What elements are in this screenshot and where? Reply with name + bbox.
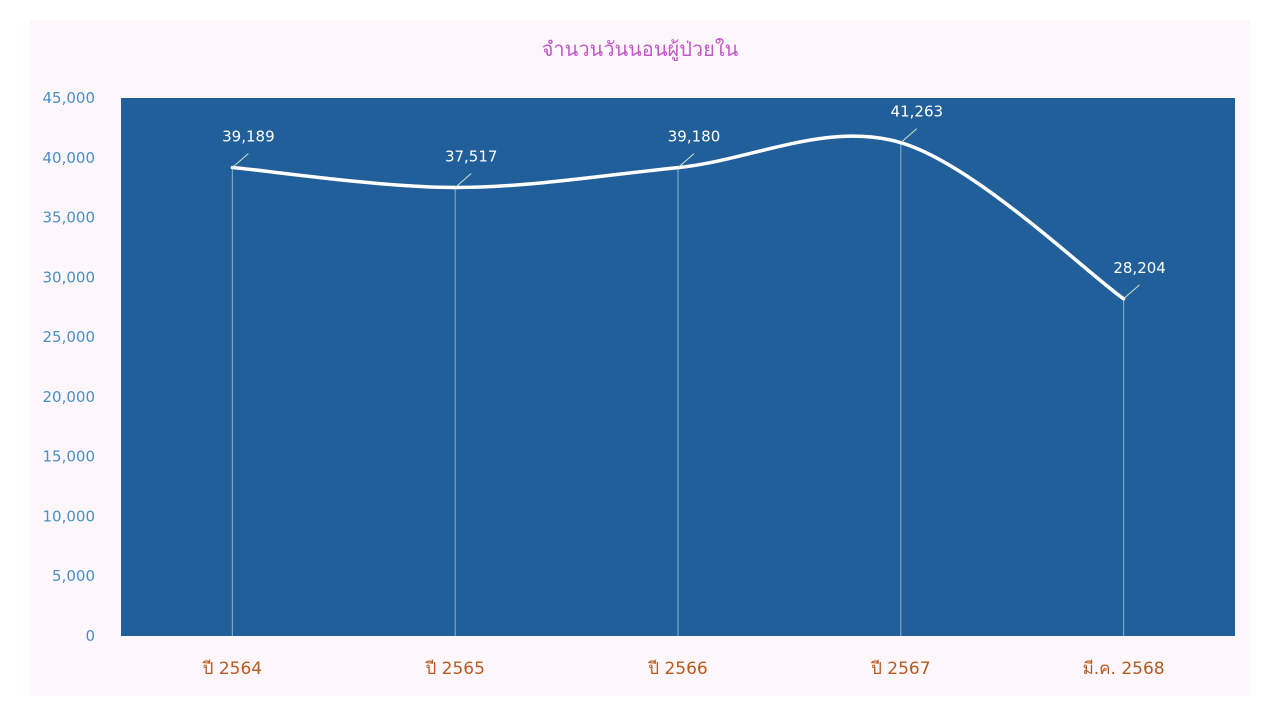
y-axis: 0 5,000 10,000 15,000 20,000 25,000 30,000 35,0…: [43, 89, 96, 645]
drop-lines: [231, 142, 1125, 636]
data-label-0: 39,189: [222, 127, 275, 145]
leader-line-1: [454, 173, 472, 188]
y-tick-label-1: 5,000: [52, 567, 95, 585]
x-axis: ปี 2564 ปี 2565 ปี 2566 ปี 2567 มี.ค. 2568: [202, 659, 1165, 679]
data-label-4: 28,204: [1113, 259, 1166, 277]
leader-line-4: [1123, 284, 1140, 300]
y-tick-label-7: 35,000: [43, 209, 96, 227]
leader-line-2: [677, 153, 695, 168]
chart-title: จำนวนวันนอนผู้ป่วยใน: [542, 37, 739, 62]
y-tick-label-5: 25,000: [43, 328, 96, 346]
y-tick-label-9: 45,000: [43, 89, 96, 107]
x-tick-label-2: ปี 2566: [647, 659, 707, 679]
chart-svg: 39,189 37,517 39,180 41,263 28,204 0 5,000 10,…: [43, 37, 1235, 679]
series-line: [230, 134, 1126, 301]
leader-line-3: [900, 128, 918, 144]
x-tick-label-1: ปี 2565: [425, 659, 485, 679]
data-label-1: 37,517: [445, 147, 498, 165]
y-tick-label-8: 40,000: [43, 149, 96, 167]
y-tick-label-6: 30,000: [43, 268, 96, 286]
leader-lines: [232, 128, 1140, 300]
chart-card: 39,189 37,517 39,180 41,263 28,204 0 5,000 10,…: [30, 20, 1250, 696]
data-label-3: 41,263: [891, 103, 944, 121]
y-tick-label-2: 10,000: [43, 507, 96, 525]
x-tick-label-4: มี.ค. 2568: [1083, 659, 1165, 679]
x-tick-label-0: ปี 2564: [202, 659, 262, 679]
y-tick-label-4: 20,000: [43, 388, 96, 406]
y-tick-label-0: 0: [85, 627, 95, 645]
data-labels: 39,189 37,517 39,180 41,263 28,204: [222, 103, 1166, 277]
data-label-2: 39,180: [668, 128, 721, 146]
y-tick-label-3: 15,000: [43, 448, 96, 466]
leader-line-0: [232, 153, 249, 168]
x-tick-label-3: ปี 2567: [870, 659, 930, 679]
